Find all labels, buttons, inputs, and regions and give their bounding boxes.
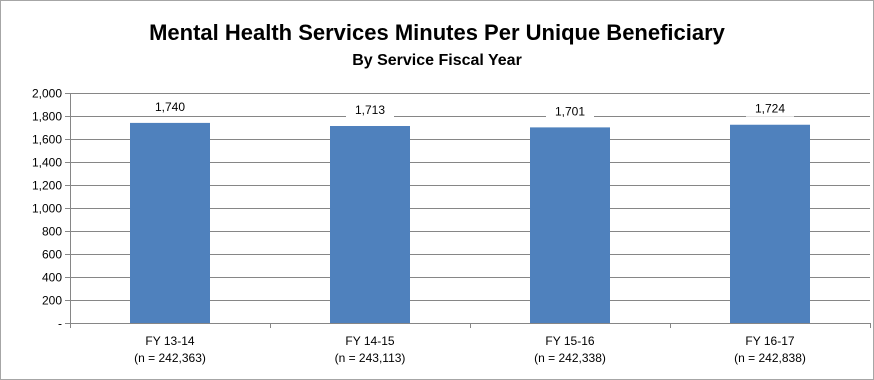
data-label-background — [346, 102, 394, 119]
data-label: 1,740 — [155, 100, 185, 114]
y-tick-label: 200 — [42, 294, 62, 308]
data-label: 1,713 — [355, 103, 385, 117]
x-category-sublabel: (n = 243,113) — [335, 351, 406, 365]
x-category-sublabel: (n = 242,363) — [134, 351, 206, 365]
x-category-sublabel: (n = 242,338) — [534, 351, 606, 365]
y-tick-label: 1,600 — [32, 133, 62, 147]
x-category-label: FY 14-15 — [345, 334, 394, 348]
y-tick-label: 400 — [42, 271, 62, 285]
axes: - 200 400 600 800 1,000 1,200 1,400 1,600 1,800 2,… — [32, 87, 871, 365]
y-tick-label: 1,200 — [32, 179, 62, 193]
y-tick-label: 1,000 — [32, 202, 62, 216]
chart-title: Mental Health Services Minutes Per Uniqu… — [149, 20, 725, 45]
data-label: 1,724 — [755, 102, 785, 116]
data-label-background — [746, 100, 794, 117]
bar — [330, 126, 410, 323]
y-tick-label: - — [58, 317, 62, 331]
chart-subtitle: By Service Fiscal Year — [352, 52, 522, 69]
x-category-label: FY 16-17 — [745, 334, 794, 348]
bar — [530, 127, 610, 323]
data-label-background — [546, 103, 594, 120]
x-category-sublabel: (n = 242,838) — [734, 351, 806, 365]
bar — [730, 124, 810, 324]
data-label-background — [146, 98, 194, 115]
bars — [130, 122, 810, 324]
y-tick-label: 800 — [42, 225, 62, 239]
data-label: 1,701 — [555, 104, 585, 118]
x-category-label: FY 15-16 — [545, 334, 594, 348]
labels: 1,740 1,713 1,701 1,724 — [146, 98, 794, 120]
y-tick-label: 1,400 — [32, 156, 62, 170]
bar — [130, 122, 210, 324]
x-category-label: FY 13-14 — [145, 334, 194, 348]
y-tick-label: 600 — [42, 248, 62, 262]
y-tick-label: 2,000 — [32, 87, 62, 101]
y-tick-label: 1,800 — [32, 110, 62, 124]
